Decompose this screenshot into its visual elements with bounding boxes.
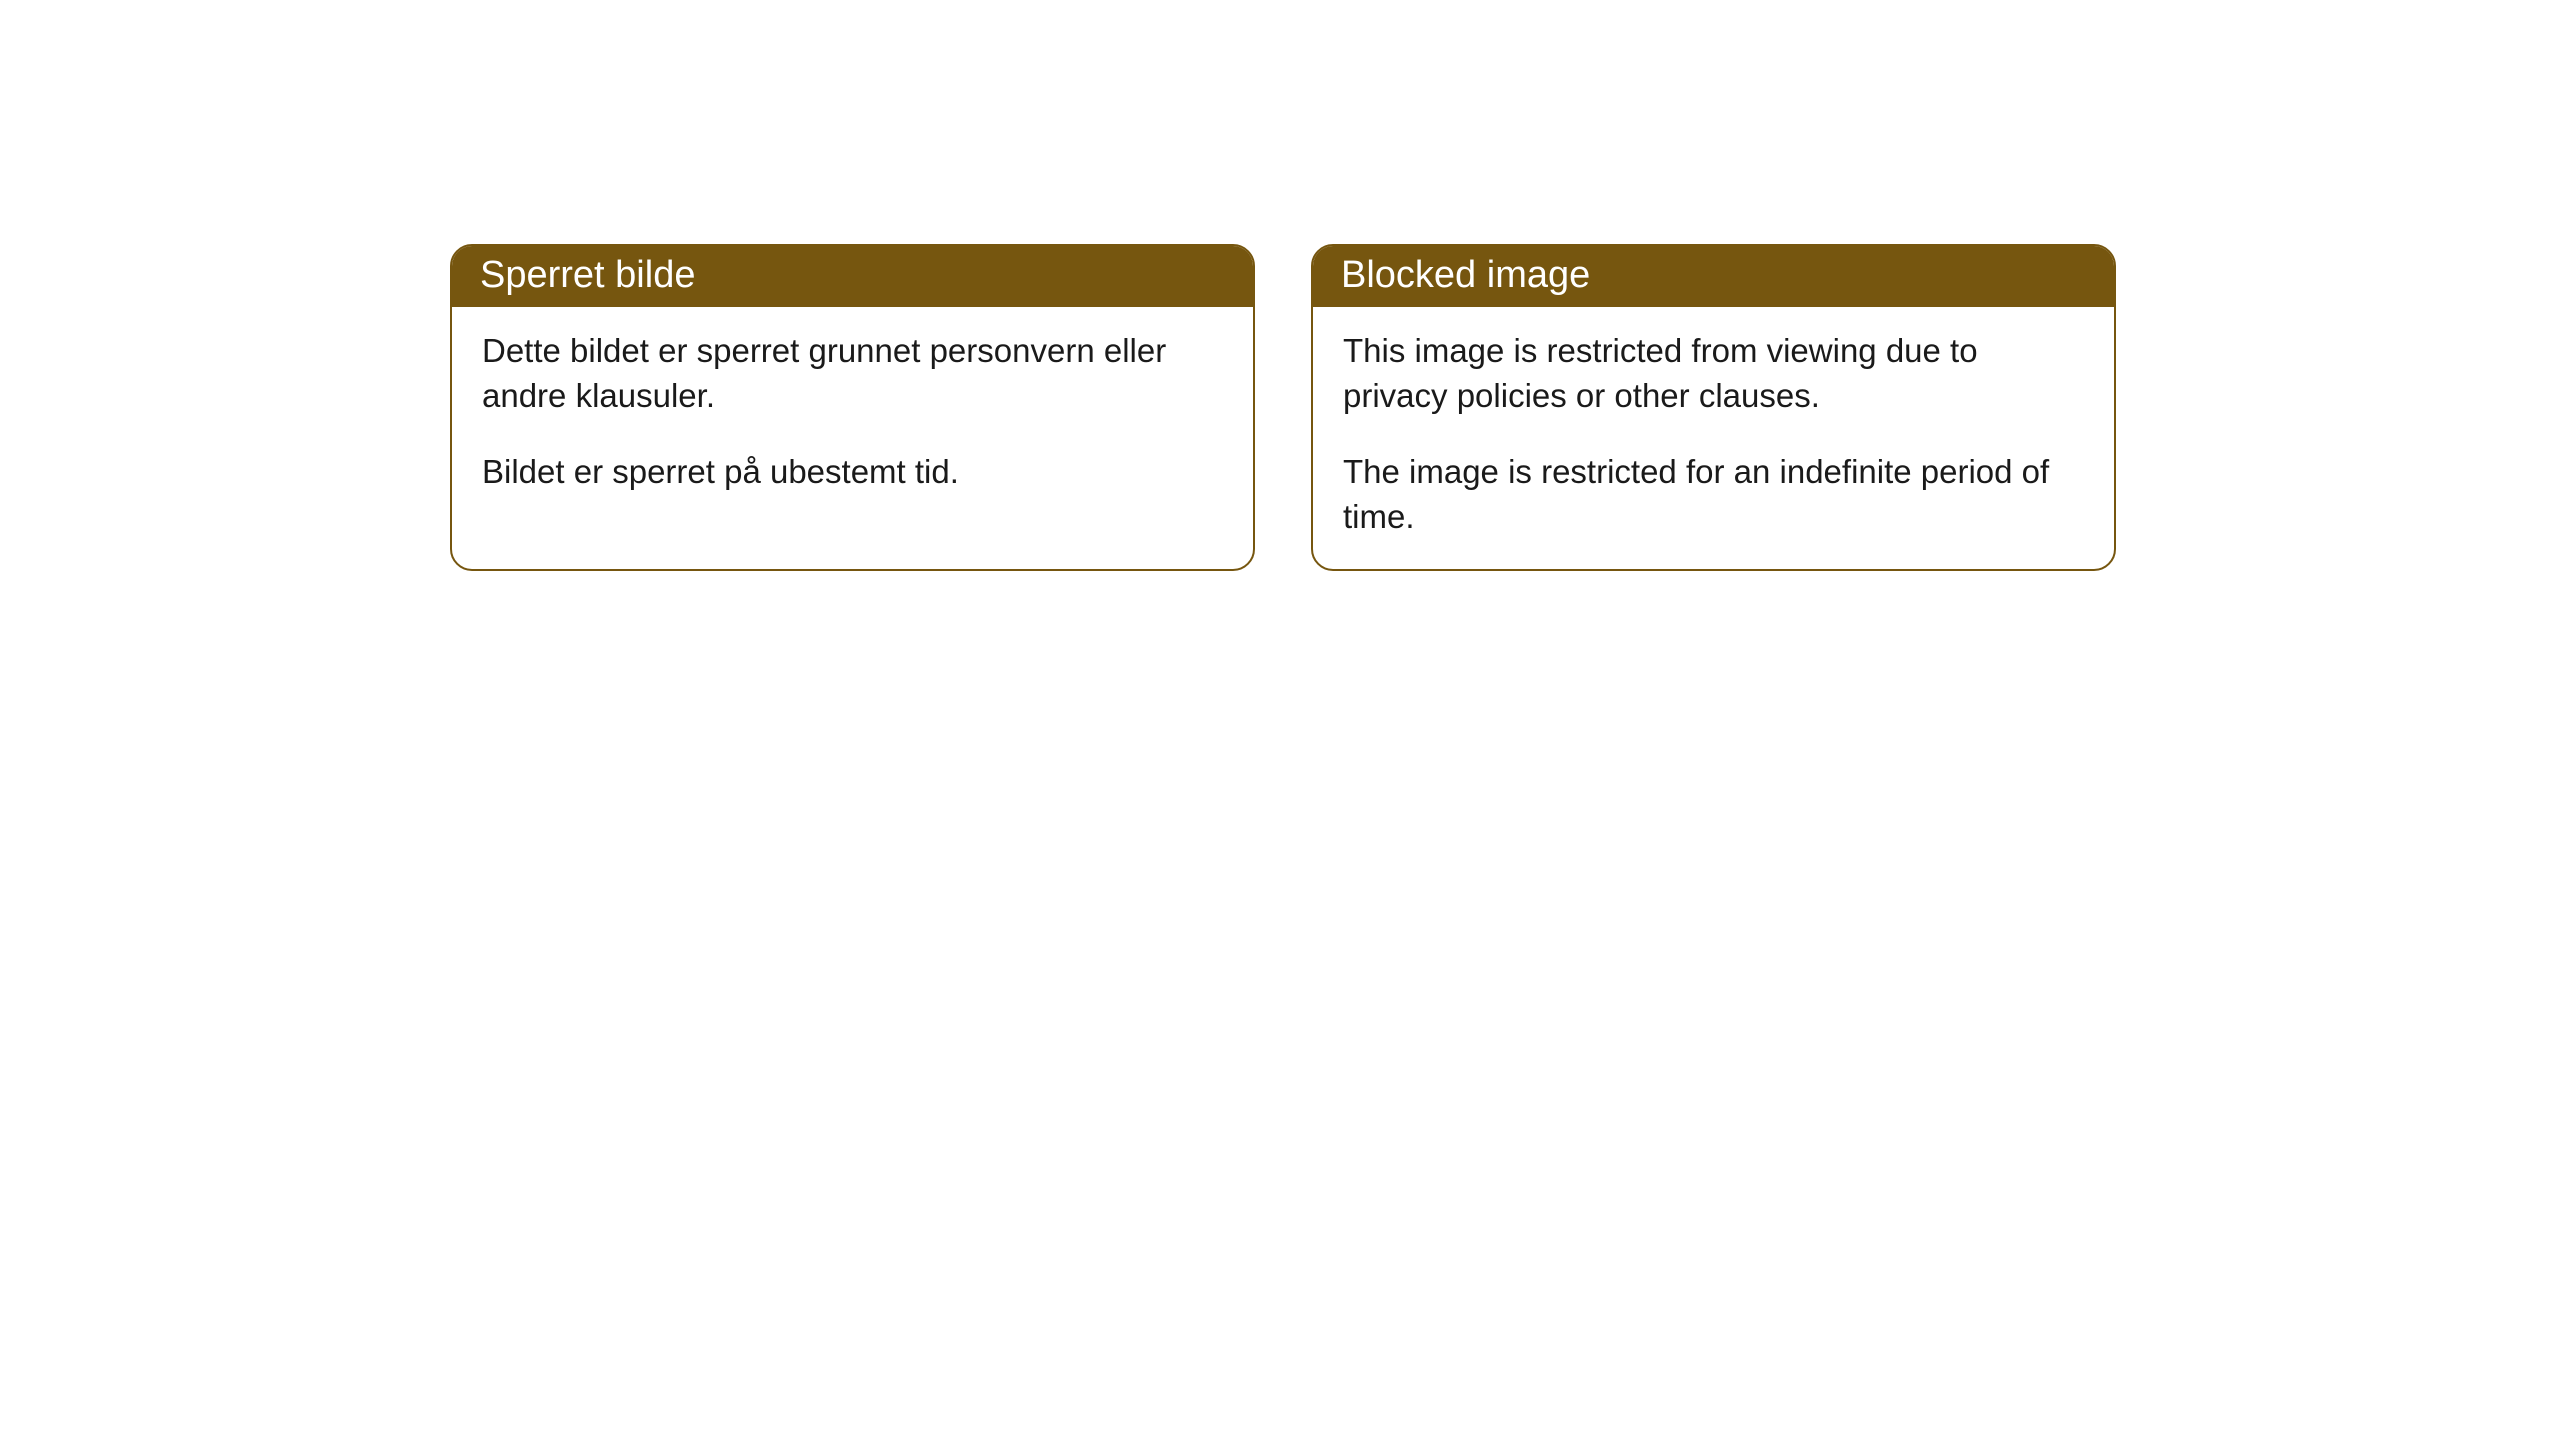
card-paragraph: Bildet er sperret på ubestemt tid. (482, 450, 1223, 495)
card-title: Blocked image (1341, 254, 1590, 296)
card-title: Sperret bilde (480, 254, 695, 296)
card-header: Blocked image (1313, 246, 2114, 307)
card-body: This image is restricted from viewing du… (1313, 307, 2114, 569)
notice-card-norwegian: Sperret bilde Dette bildet er sperret gr… (450, 244, 1255, 571)
card-paragraph: The image is restricted for an indefinit… (1343, 450, 2084, 539)
card-header: Sperret bilde (452, 246, 1253, 307)
notice-cards-container: Sperret bilde Dette bildet er sperret gr… (0, 0, 2560, 571)
notice-card-english: Blocked image This image is restricted f… (1311, 244, 2116, 571)
card-body: Dette bildet er sperret grunnet personve… (452, 307, 1253, 525)
card-paragraph: Dette bildet er sperret grunnet personve… (482, 329, 1223, 418)
card-paragraph: This image is restricted from viewing du… (1343, 329, 2084, 418)
